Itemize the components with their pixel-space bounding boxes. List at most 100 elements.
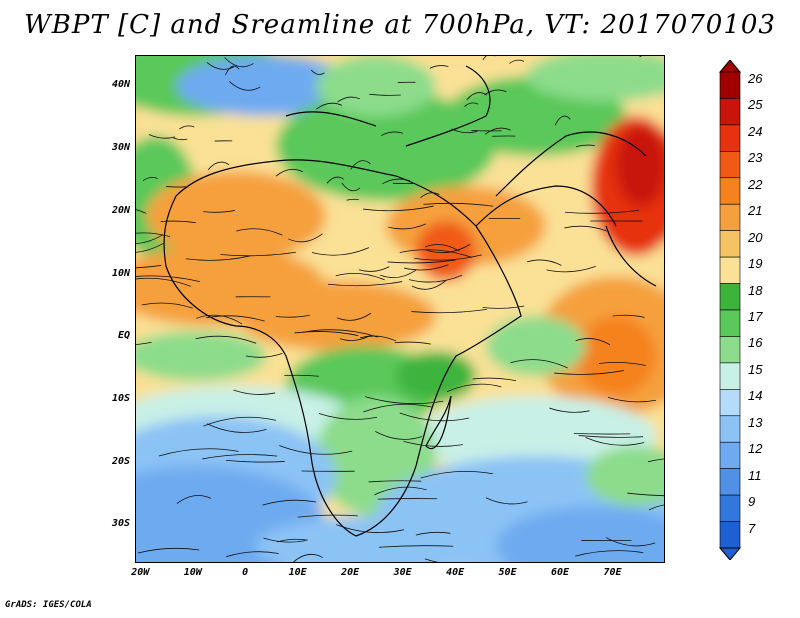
streamline [598, 361, 646, 366]
streamline [482, 56, 496, 61]
streamline [202, 454, 278, 460]
colorbar-level-label: 7 [748, 520, 756, 536]
lat-tick-label: 30N [111, 142, 130, 154]
streamline [408, 274, 463, 283]
colorbar-swatch [719, 441, 741, 469]
lon-tick-label: 10E [288, 567, 307, 578]
streamline [607, 396, 657, 403]
streamline [350, 160, 371, 170]
streamline [573, 433, 631, 435]
streamline [137, 547, 200, 554]
streamline [318, 413, 378, 420]
streamline [549, 407, 590, 413]
colorbar-upper-arrow [718, 60, 742, 73]
streamline [411, 279, 447, 290]
streamline [420, 192, 440, 199]
lon-tick-label: 40E [446, 567, 465, 578]
streamline [136, 265, 162, 269]
streamline [627, 492, 664, 497]
streamline [233, 389, 276, 395]
streamline [166, 186, 189, 188]
streamline [388, 223, 427, 230]
streamline [275, 168, 303, 177]
streamline [315, 102, 343, 110]
colorbar-swatch [719, 71, 741, 99]
streamline [485, 497, 528, 505]
colorbar-swatch [719, 283, 741, 311]
streamline [451, 128, 478, 134]
streamline [136, 243, 164, 253]
colorbar-swatch [719, 521, 741, 549]
streamline [639, 56, 643, 58]
streamline [310, 69, 325, 75]
streamline [203, 210, 235, 213]
streamline [136, 234, 164, 244]
streamline [484, 89, 507, 96]
lat-tick-label: 10N [111, 267, 130, 279]
streamline [335, 272, 385, 281]
streamline [288, 233, 323, 243]
colorbar-swatch [719, 151, 741, 179]
streamline [207, 161, 230, 170]
streamline [546, 266, 596, 273]
streamline [482, 305, 525, 309]
colorbar-swatch [719, 494, 741, 522]
lat-tick-label: 10S [111, 392, 130, 404]
colorbar-level-label: 23 [748, 150, 763, 166]
streamline [279, 445, 353, 455]
streamline [554, 115, 571, 126]
streamline [425, 243, 471, 254]
streamline [554, 370, 624, 375]
streamline [185, 255, 251, 261]
streamline [429, 65, 449, 69]
colorbar-swatch [719, 309, 741, 337]
streamline [648, 504, 664, 511]
streamline [336, 524, 405, 533]
streamline [160, 220, 196, 224]
streamline [423, 202, 494, 207]
streamline [414, 254, 482, 261]
streamline [368, 480, 422, 483]
colorbar-swatch [719, 98, 741, 126]
colorbar-level-label: 19 [748, 256, 763, 272]
streamline [358, 266, 390, 272]
streamline [226, 551, 279, 558]
colorbar-swatch [719, 256, 741, 284]
streamline [363, 403, 432, 413]
streamline [379, 269, 417, 279]
streamline [173, 137, 188, 141]
streamline [141, 302, 193, 309]
streamline [411, 309, 487, 314]
streamline [275, 314, 310, 318]
lon-tick-label: 20W [131, 567, 150, 578]
streamline [262, 499, 317, 506]
streamlines [136, 56, 664, 562]
streamline [311, 247, 370, 256]
streamline [346, 198, 359, 201]
streamline [176, 495, 212, 504]
streamline [341, 182, 361, 192]
streamline [136, 209, 147, 214]
streamline [236, 228, 283, 236]
streamline [226, 459, 285, 463]
streamline [510, 359, 568, 369]
streamline [484, 127, 511, 135]
lat-tick-label: EQ [117, 330, 130, 342]
lon-tick-label: 20E [341, 567, 360, 578]
streamline [148, 134, 176, 139]
streamline [399, 249, 472, 258]
temperature-field [136, 56, 664, 562]
lat-tick-label: 20N [111, 204, 130, 216]
streamline [509, 59, 525, 64]
streamline [263, 537, 306, 543]
streamline [377, 498, 438, 500]
map-panel [135, 55, 665, 563]
streamline [339, 334, 372, 341]
streamline [424, 558, 439, 562]
streamline [206, 315, 265, 322]
streamline [564, 225, 607, 232]
streamline [404, 264, 449, 271]
streamline [415, 531, 451, 536]
streamline [424, 244, 460, 252]
streamline [564, 209, 640, 214]
